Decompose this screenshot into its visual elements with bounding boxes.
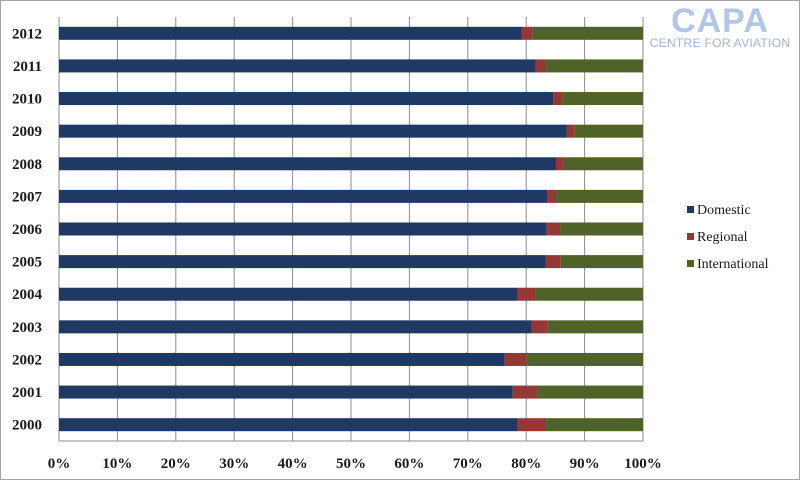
- x-tick-label: 80%: [511, 456, 541, 472]
- logo-name: CAPA: [671, 2, 769, 40]
- y-tick-label: 2008: [12, 157, 42, 173]
- bar-domestic-2004: [59, 287, 518, 301]
- y-tick-label: 2011: [13, 59, 42, 75]
- bar-international-2009: [574, 124, 643, 138]
- bar-regional-2008: [555, 157, 564, 171]
- x-tick-label: 10%: [102, 456, 132, 472]
- bar-domestic-2001: [59, 385, 513, 399]
- bar-regional-2001: [512, 385, 538, 399]
- bar-international-2006: [560, 222, 643, 236]
- bar-regional-2007: [547, 189, 556, 203]
- bar-international-2004: [535, 287, 643, 301]
- x-tick-label: 50%: [336, 456, 366, 472]
- x-tick-label: 0%: [48, 456, 71, 472]
- x-tick-label: 100%: [624, 456, 662, 472]
- y-tick-label: 2000: [12, 418, 42, 434]
- bar-international-2005: [560, 255, 643, 269]
- bar-regional-2004: [517, 287, 536, 301]
- legend-swatch-regional: [687, 233, 694, 240]
- bar-international-2007: [555, 189, 643, 203]
- bar-international-2002: [526, 352, 643, 366]
- bar-regional-2009: [566, 124, 575, 138]
- y-tick-label: 2010: [12, 92, 42, 108]
- y-tick-label: 2007: [12, 189, 43, 205]
- x-tick-label: 20%: [161, 456, 191, 472]
- bar-international-2012: [532, 26, 643, 40]
- y-tick-label: 2009: [12, 124, 42, 140]
- capa-logo: CAPA CENTRE FOR AVIATION: [650, 2, 791, 50]
- bar-domestic-2007: [59, 189, 548, 203]
- bar-international-2011: [545, 59, 643, 73]
- legend-swatch-domestic: [687, 206, 694, 213]
- bar-international-2000: [546, 418, 643, 432]
- bar-domestic-2012: [59, 26, 522, 40]
- y-tick-label: 2005: [12, 255, 42, 271]
- x-tick-label: 90%: [570, 456, 600, 472]
- legend-label-regional: Regional: [697, 230, 748, 245]
- x-tick-label: 30%: [219, 456, 249, 472]
- bar-domestic-2000: [59, 418, 518, 432]
- y-tick-label: 2001: [12, 385, 42, 401]
- x-tick-label: 60%: [394, 456, 424, 472]
- bar-regional-2011: [535, 59, 546, 73]
- bar-regional-2003: [531, 320, 548, 334]
- bar-domestic-2005: [59, 255, 546, 269]
- bar-domestic-2010: [59, 92, 554, 106]
- bar-regional-2002: [504, 352, 527, 366]
- y-tick-label: 2012: [12, 26, 42, 42]
- y-tick-label: 2002: [12, 352, 42, 368]
- bar-international-2010: [562, 92, 643, 106]
- x-tick-label: 70%: [453, 456, 483, 472]
- bar-domestic-2003: [59, 320, 532, 334]
- legend-label-domestic: Domestic: [697, 203, 751, 218]
- bar-regional-2005: [545, 255, 561, 269]
- bar-regional-2012: [521, 26, 533, 40]
- bar-international-2001: [537, 385, 643, 399]
- legend-swatch-international: [687, 260, 694, 267]
- y-tick-label: 2006: [12, 222, 43, 238]
- bar-domestic-2008: [59, 157, 556, 171]
- logo-tagline: CENTRE FOR AVIATION: [650, 36, 791, 50]
- bar-domestic-2009: [59, 124, 567, 138]
- y-tick-labels: 2012 2011 2010 2009 2008 2007 2006 2005 2004 2003…: [12, 26, 43, 433]
- bar-international-2008: [563, 157, 643, 171]
- y-tick-label: 2003: [12, 320, 42, 336]
- bar-regional-2000: [517, 418, 547, 432]
- bar-domestic-2006: [59, 222, 547, 236]
- legend: Domestic Regional International: [687, 203, 769, 272]
- x-tick-label: 40%: [278, 456, 308, 472]
- bars: [59, 26, 643, 432]
- bar-regional-2006: [546, 222, 561, 236]
- bar-domestic-2011: [59, 59, 536, 73]
- x-tick-labels: 0% 10% 20% 30% 40% 50% 60% 70% 80% 90% 100%: [48, 456, 662, 472]
- y-tick-label: 2004: [12, 287, 43, 303]
- bar-regional-2010: [553, 92, 563, 106]
- bar-international-2003: [547, 320, 643, 334]
- legend-label-international: International: [697, 257, 769, 272]
- bar-domestic-2002: [59, 352, 505, 366]
